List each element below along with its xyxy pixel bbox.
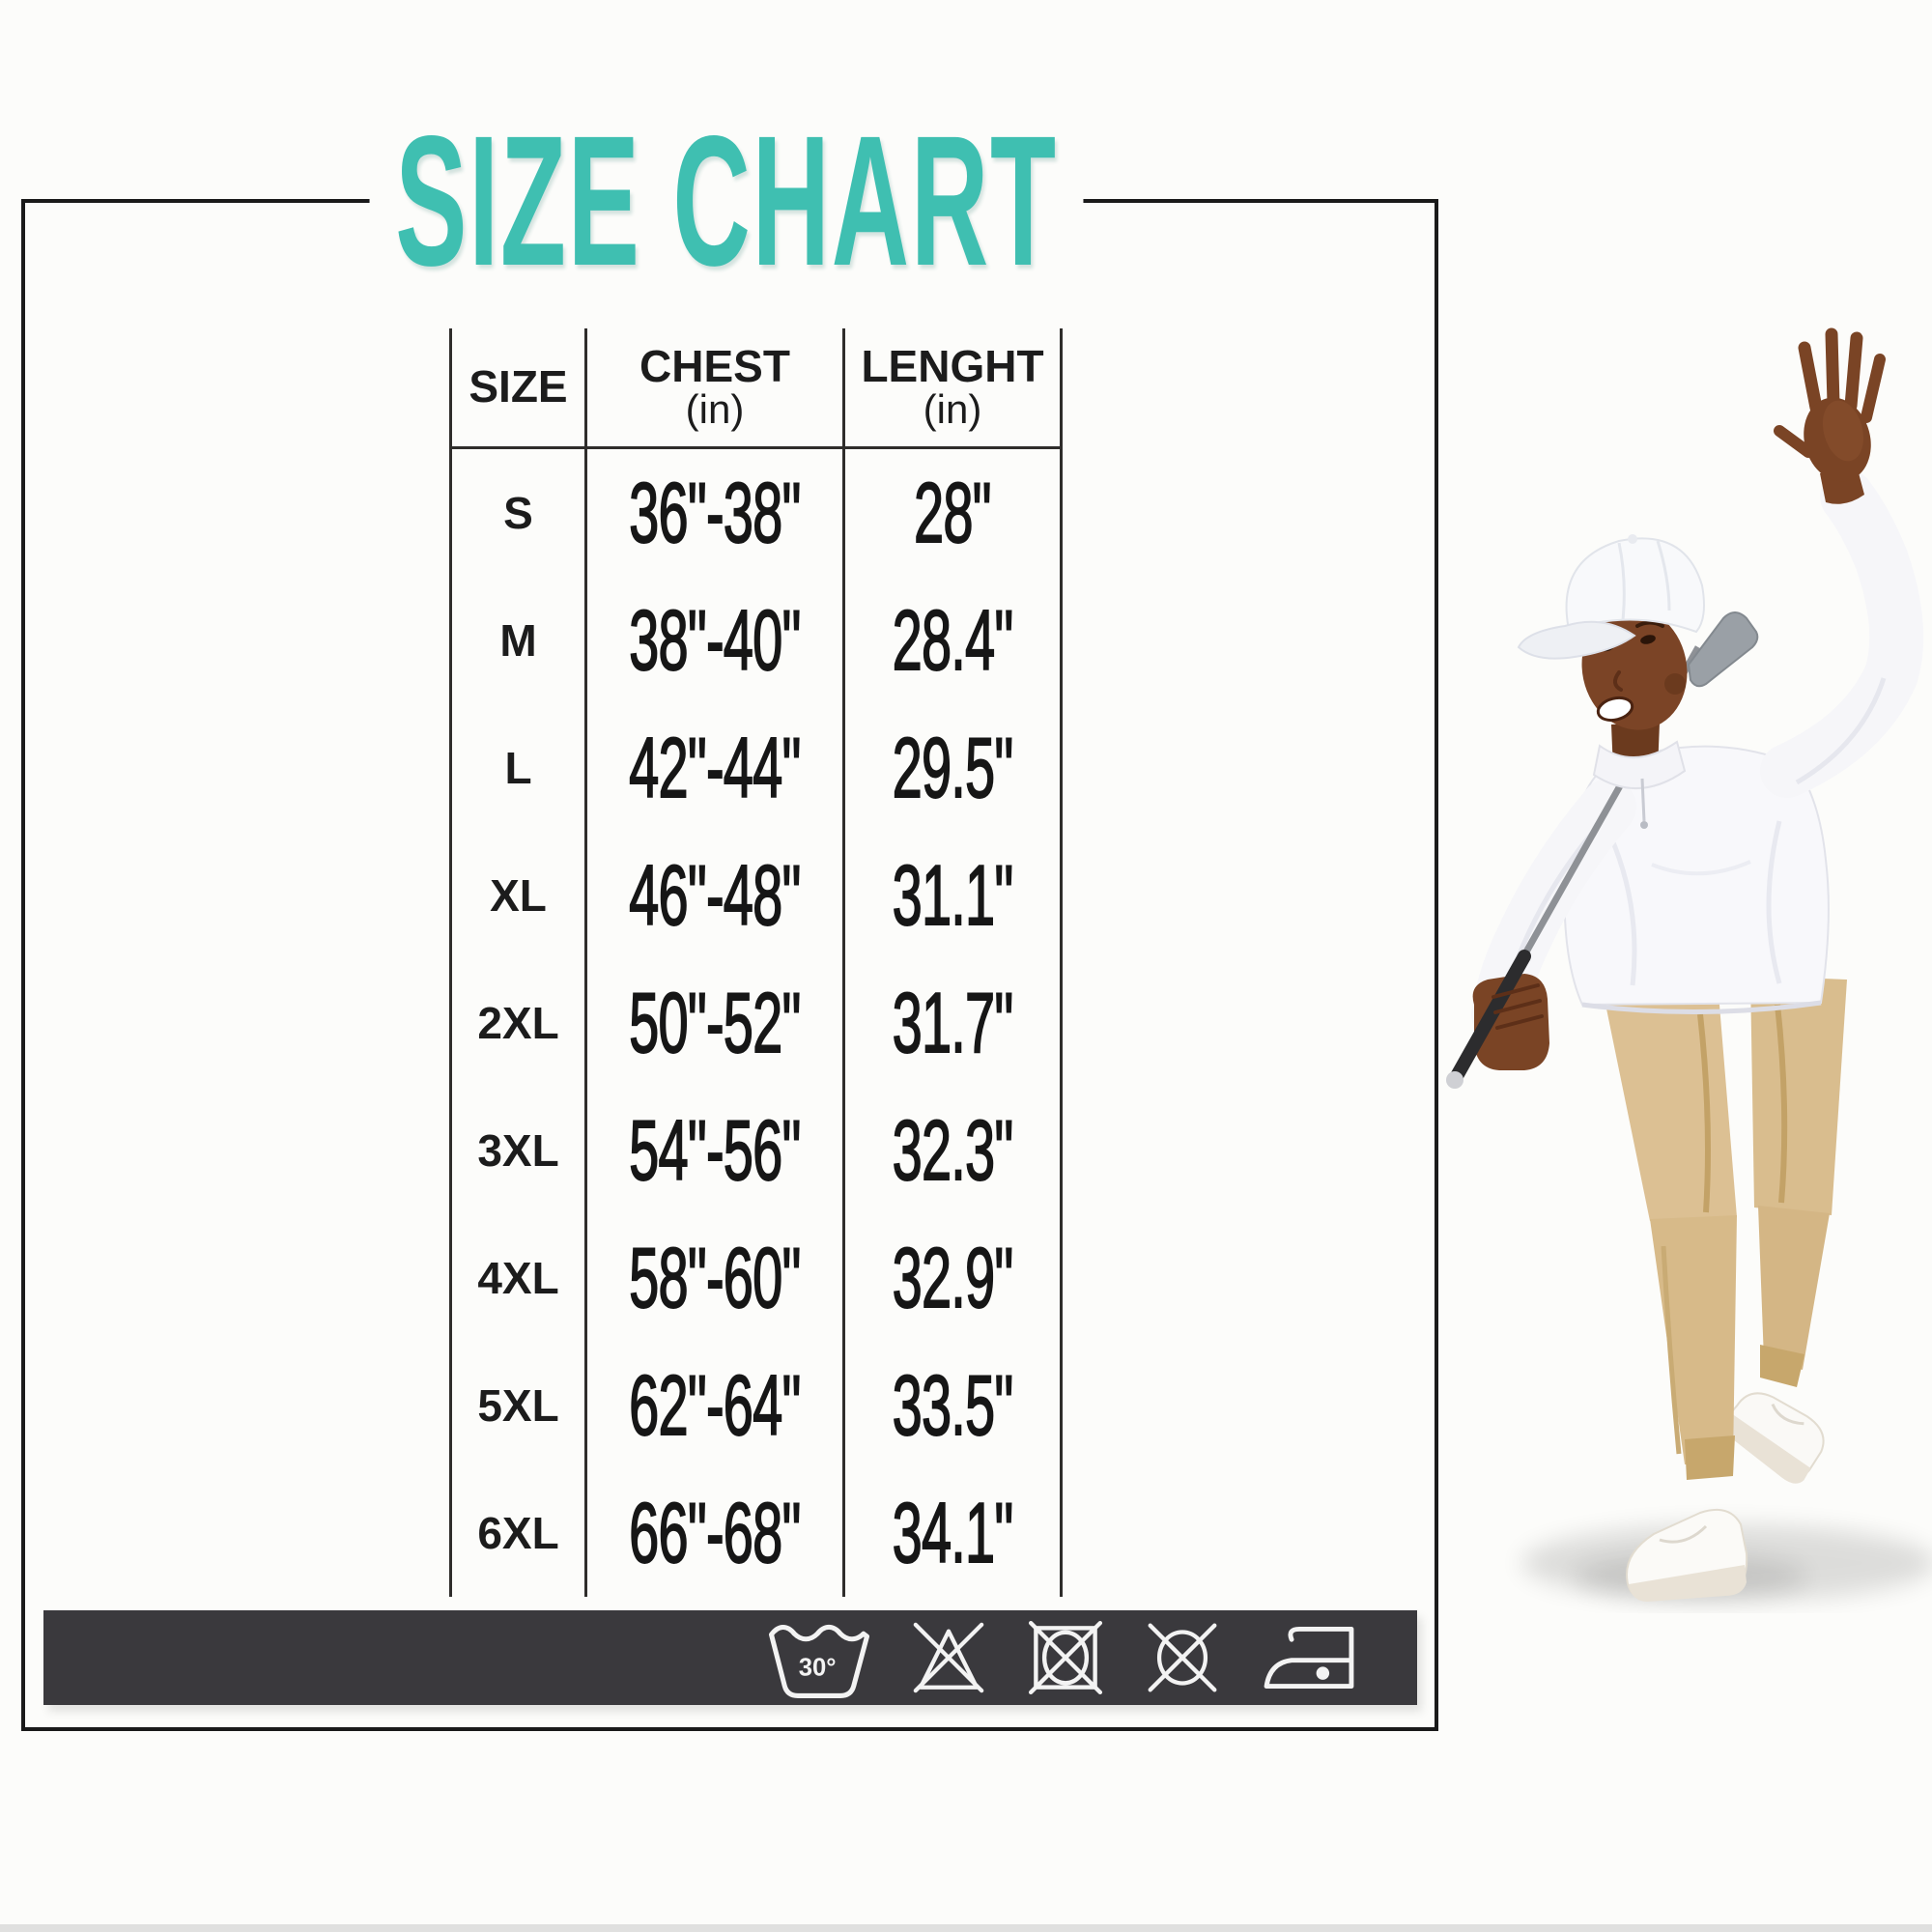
waving-hand (1774, 327, 1886, 482)
header-length-unit: (in) (923, 385, 982, 432)
table-row-chest: 36"-38" (587, 449, 845, 577)
table-row-chest: 38"-40" (587, 577, 845, 704)
white-cap (1517, 534, 1705, 660)
table-row-size: 4XL (449, 1214, 587, 1342)
smile (1596, 696, 1634, 723)
size-label: 2XL (477, 998, 559, 1048)
header-chest-label: CHEST (639, 341, 790, 392)
waving-arm (1760, 327, 1924, 798)
table-row-length: 32.9" (845, 1214, 1063, 1342)
wash-temp-label: 30° (799, 1654, 837, 1681)
length-value: 32.9" (892, 1230, 1014, 1326)
page-title-text: SIZE CHART (369, 104, 1084, 298)
length-value: 32.3" (892, 1102, 1014, 1199)
club-head (1687, 611, 1759, 688)
table-row-length: 31.7" (845, 959, 1063, 1087)
chest-value: 50"-52" (629, 975, 802, 1071)
header-chest-unit: (in) (685, 385, 745, 432)
care-icons-row: 30° (766, 1610, 1359, 1705)
golfer-photo (1446, 327, 1932, 1602)
table-row-size: L (449, 704, 587, 832)
header-size-label: SIZE (469, 361, 568, 412)
cap-brim (1517, 620, 1636, 660)
table-row-size: XL (449, 832, 587, 959)
do-not-dry-clean-icon (1148, 1623, 1217, 1692)
collar (1592, 740, 1687, 829)
table-row-length: 34.1" (845, 1469, 1063, 1597)
table-row-chest: 50"-52" (587, 959, 845, 1087)
table-row-chest: 46"-48" (587, 832, 845, 959)
length-value: 31.7" (892, 975, 1014, 1071)
header-chest: CHEST (in) (587, 328, 845, 449)
table-row-length: 32.3" (845, 1087, 1063, 1214)
header-size: SIZE (449, 328, 587, 449)
chest-value: 62"-64" (629, 1357, 802, 1454)
size-label: XL (490, 870, 547, 921)
table-row-chest: 66"-68" (587, 1469, 845, 1597)
table-row-size: M (449, 577, 587, 704)
machine-wash-30-icon: 30° (768, 1624, 870, 1698)
size-label: 5XL (477, 1380, 559, 1431)
chest-value: 54"-56" (629, 1102, 802, 1199)
front-shoe (1625, 1509, 1748, 1602)
table-row-chest: 42"-44" (587, 704, 845, 832)
zipper-pull (1640, 821, 1648, 829)
size-label: 6XL (477, 1508, 559, 1558)
length-value: 34.1" (892, 1485, 1014, 1581)
chest-value: 58"-60" (629, 1230, 802, 1326)
header-length: LENGHT (in) (845, 328, 1063, 449)
bottom-edge-strip (0, 1924, 1932, 1932)
front-leg (1600, 976, 1748, 1602)
length-value: 28" (914, 465, 993, 561)
chest-value: 46"-48" (629, 847, 802, 944)
do-not-bleach-icon (913, 1622, 984, 1693)
table-row-length: 28" (845, 449, 1063, 577)
length-value: 29.5" (892, 720, 1014, 816)
table-row-size: 3XL (449, 1087, 587, 1214)
length-value: 28.4" (892, 592, 1014, 689)
size-label: S (503, 488, 533, 538)
care-instructions-bar: 30° (43, 1610, 1417, 1705)
table-row-length: 33.5" (845, 1342, 1063, 1469)
table-row-size: 2XL (449, 959, 587, 1087)
chest-value: 42"-44" (629, 720, 802, 816)
iron-one-dot-icon (1264, 1626, 1354, 1690)
header-length-label: LENGHT (861, 341, 1044, 392)
table-row-length: 28.4" (845, 577, 1063, 704)
chest-value: 38"-40" (629, 592, 802, 689)
length-value: 33.5" (892, 1357, 1014, 1454)
table-row-chest: 62"-64" (587, 1342, 845, 1469)
table-row-chest: 58"-60" (587, 1214, 845, 1342)
size-label: 3XL (477, 1125, 559, 1176)
table-row-chest: 54"-56" (587, 1087, 845, 1214)
chest-value: 66"-68" (629, 1485, 802, 1581)
length-value: 31.1" (892, 847, 1014, 944)
table-row-size: 5XL (449, 1342, 587, 1469)
table-row-size: S (449, 449, 587, 577)
table-row-length: 29.5" (845, 704, 1063, 832)
size-label: L (504, 743, 532, 793)
table-row-length: 31.1" (845, 832, 1063, 959)
size-chart-table: SIZE CHEST (in) LENGHT (in) S 36"-38" 28… (449, 328, 1063, 1597)
back-leg (1723, 976, 1847, 1484)
chest-value: 36"-38" (629, 465, 802, 561)
size-label: 4XL (477, 1253, 559, 1303)
size-label: M (499, 615, 537, 666)
table-row-size: 6XL (449, 1469, 587, 1597)
page-title: SIZE CHART (12, 104, 1441, 298)
do-not-tumble-dry-icon (1028, 1620, 1103, 1695)
